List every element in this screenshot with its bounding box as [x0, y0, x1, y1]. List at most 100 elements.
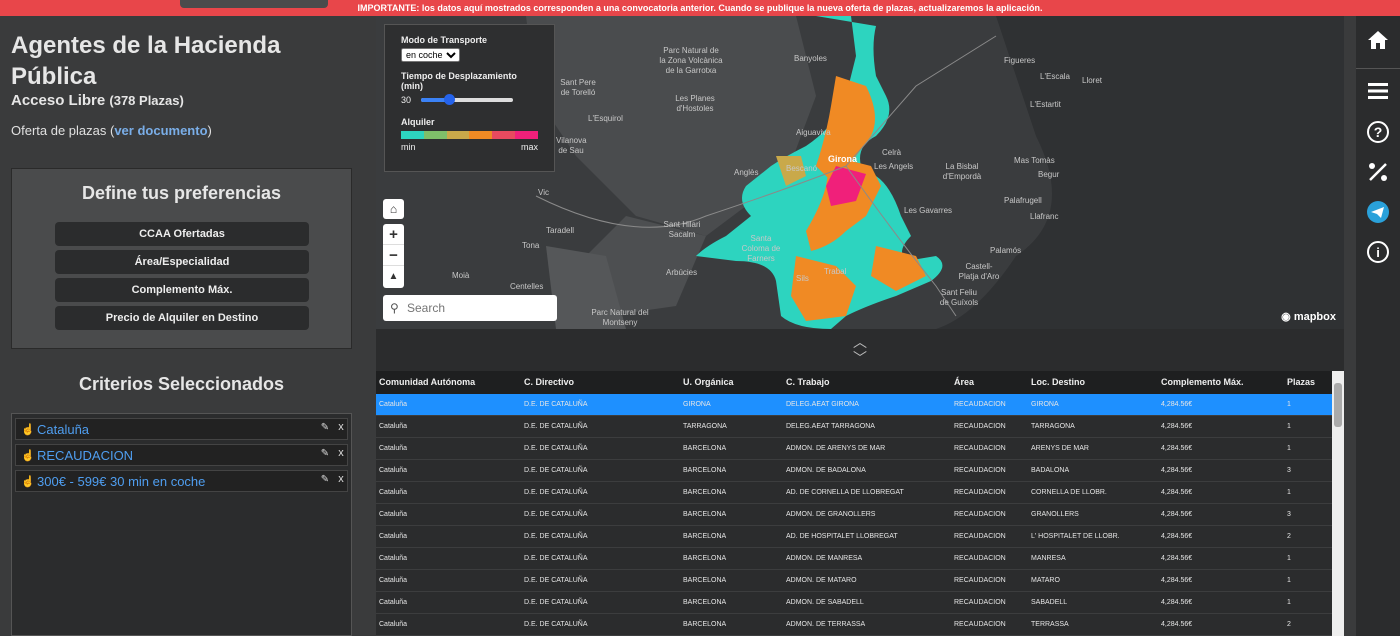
home-icon[interactable]: [1366, 28, 1390, 52]
transport-select[interactable]: en coche: [401, 48, 460, 62]
time-slider-fill: [421, 98, 449, 102]
table-row[interactable]: Cataluña D.E. DE CATALUÑA BARCELONA AD. DE …: [376, 482, 1332, 504]
header-plazas[interactable]: Plazas: [1287, 377, 1316, 387]
search-input[interactable]: [407, 299, 552, 317]
telegram-icon[interactable]: [1366, 200, 1390, 224]
scrollbar-thumb[interactable]: [1334, 383, 1342, 427]
left-panel: Agentes de la Hacienda Pública Acceso Li…: [0, 16, 366, 636]
cell-complemento: 4,284.56€: [1161, 599, 1193, 606]
place-label: Mas Tomàs: [1014, 156, 1055, 165]
offer-prefix: Oferta de plazas (: [11, 123, 115, 138]
table-row[interactable]: Cataluña D.E. DE CATALUÑA BARCELONA ADMON. …: [376, 614, 1332, 636]
table-row[interactable]: Cataluña D.E. DE CATALUÑA TARRAGONA DELEG.A…: [376, 416, 1332, 438]
offer-document-link[interactable]: ver documento: [114, 123, 208, 138]
place-label: Banyoles: [794, 54, 827, 63]
cell-ccaa: Cataluña: [379, 599, 408, 606]
cell-directivo: D.E. DE CATALUÑA: [524, 467, 588, 474]
chevron-up-icon[interactable]: ︿: [853, 334, 867, 350]
table-row[interactable]: Cataluña D.E. DE CATALUÑA BARCELONA ADMON. …: [376, 548, 1332, 570]
complemento-button[interactable]: Complemento Máx.: [55, 278, 309, 302]
criteria-item-label[interactable]: 300€ - 599€ 30 min en coche: [37, 474, 206, 489]
table-row[interactable]: Cataluña D.E. DE CATALUÑA BARCELONA ADMON. …: [376, 438, 1332, 460]
info-icon[interactable]: i: [1366, 240, 1390, 264]
header-directivo[interactable]: C. Directivo: [524, 377, 575, 387]
cell-plazas: 2: [1287, 621, 1291, 628]
header-organica[interactable]: U. Orgánica: [683, 377, 734, 387]
cell-plazas: 1: [1287, 599, 1291, 606]
header-complemento[interactable]: Complemento Máx.: [1161, 377, 1244, 387]
header-trabajo[interactable]: C. Trabajo: [786, 377, 830, 387]
criteria-item-label[interactable]: RECAUDACION: [37, 448, 134, 463]
table-row[interactable]: Cataluña D.E. DE CATALUÑA BARCELONA ADMON. …: [376, 460, 1332, 482]
ramp-min-label: min: [401, 142, 416, 152]
ccaa-button[interactable]: CCAA Ofertadas: [55, 222, 309, 246]
cell-plazas: 3: [1287, 467, 1291, 474]
cell-complemento: 4,284.56€: [1161, 511, 1193, 518]
cell-complemento: 4,284.56€: [1161, 445, 1193, 452]
table-row[interactable]: Cataluña D.E. DE CATALUÑA BARCELONA ADMON. …: [376, 570, 1332, 592]
help-icon[interactable]: ?: [1366, 120, 1390, 144]
place-label: Parc Natural del Montseny: [591, 308, 649, 327]
zoom-in-button[interactable]: +: [383, 224, 404, 245]
cell-area: RECAUDACION: [954, 599, 1006, 606]
map[interactable]: Parc Natural de la Zona Volcànica de la …: [376, 16, 1344, 329]
criteria-item: ☝ RECAUDACION ✎ x: [15, 444, 348, 466]
menu-icon[interactable]: [1366, 79, 1390, 103]
table-row[interactable]: Cataluña D.E. DE CATALUÑA BARCELONA ADMON. …: [376, 504, 1332, 526]
mapbox-label: mapbox: [1293, 311, 1336, 323]
time-slider[interactable]: [421, 94, 514, 105]
cell-trabajo: ADMON. DE ARENYS DE MAR: [786, 445, 886, 452]
time-slider-handle[interactable]: [443, 94, 455, 105]
cell-organica: BARCELONA: [683, 511, 727, 518]
table-row[interactable]: Cataluña D.E. DE CATALUÑA BARCELONA AD. DE …: [376, 526, 1332, 548]
area-button[interactable]: Área/Especialidad: [55, 250, 309, 274]
cell-destino: CORNELLA DE LLOBR.: [1031, 489, 1107, 496]
cell-destino: TERRASSA: [1031, 621, 1069, 628]
compass-button[interactable]: ▲: [388, 271, 399, 282]
table-row[interactable]: Cataluña D.E. DE CATALUÑA BARCELONA ADMON. …: [376, 592, 1332, 614]
chevron-down-icon[interactable]: ﹀: [853, 350, 867, 366]
place-label: Vilanova de Sau: [556, 136, 587, 155]
zoom-out-button[interactable]: −: [383, 245, 404, 266]
criteria-item-label[interactable]: Cataluña: [37, 422, 90, 437]
cell-organica: BARCELONA: [683, 577, 727, 584]
cell-plazas: 2: [1287, 533, 1291, 540]
cell-destino: ARENYS DE MAR: [1031, 445, 1089, 452]
cell-trabajo: ADMON. DE GRANOLLERS: [786, 511, 876, 518]
header-area[interactable]: Área: [954, 377, 975, 387]
remove-button[interactable]: x: [338, 473, 344, 485]
cell-destino: SABADELL: [1031, 599, 1068, 606]
table-scrollbar[interactable]: [1332, 371, 1344, 636]
header-ccaa[interactable]: Comunidad Autónoma: [379, 377, 476, 387]
remove-button[interactable]: x: [338, 447, 344, 459]
map-search: ⚲: [383, 295, 557, 321]
cell-complemento: 4,284.56€: [1161, 401, 1193, 408]
place-label: Lloret: [1082, 76, 1103, 85]
cell-directivo: D.E. DE CATALUÑA: [524, 621, 588, 628]
cell-ccaa: Cataluña: [379, 423, 408, 430]
remove-button[interactable]: x: [338, 421, 344, 433]
criteria-item: ☝ Cataluña ✎ x: [15, 418, 348, 440]
table-row[interactable]: Cataluña D.E. DE CATALUÑA GIRONA DELEG.AEAT…: [376, 394, 1332, 416]
cell-organica: GIRONA: [683, 401, 711, 408]
pencil-icon[interactable]: ✎: [320, 422, 330, 433]
cell-trabajo: AD. DE HOSPITALET LLOBREGAT: [786, 533, 898, 540]
place-label: L'Estartit: [1030, 100, 1061, 109]
place-label: Vic: [538, 188, 549, 197]
cell-organica: BARCELONA: [683, 621, 727, 628]
cell-trabajo: ADMON. DE MANRESA: [786, 555, 863, 562]
cell-destino: MANRESA: [1031, 555, 1066, 562]
place-label: Palafrugell: [1004, 196, 1042, 205]
place-label: Arbúcies: [666, 268, 698, 277]
alquiler-button[interactable]: Precio de Alquiler en Destino: [55, 306, 309, 330]
cell-ccaa: Cataluña: [379, 401, 408, 408]
ramp-max-label: max: [520, 142, 538, 152]
place-label: Celrà: [882, 148, 902, 157]
percent-icon[interactable]: [1366, 160, 1390, 184]
pencil-icon[interactable]: ✎: [320, 474, 330, 485]
pencil-icon[interactable]: ✎: [320, 448, 330, 459]
map-home-button[interactable]: ⌂: [383, 199, 404, 219]
cell-directivo: D.E. DE CATALUÑA: [524, 533, 588, 540]
preferences-title: Define tus preferencias: [81, 183, 282, 203]
header-destino[interactable]: Loc. Destino: [1031, 377, 1086, 387]
